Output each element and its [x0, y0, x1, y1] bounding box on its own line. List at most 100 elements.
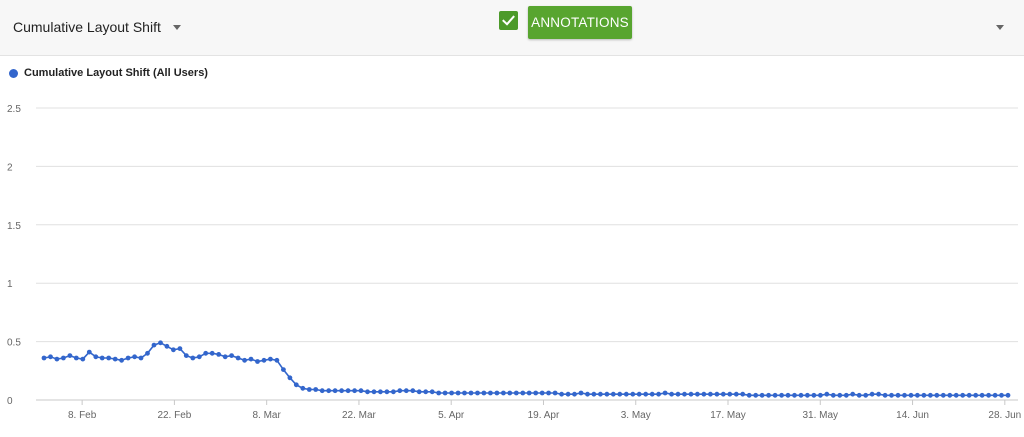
data-point — [48, 354, 53, 360]
data-point — [449, 390, 454, 396]
data-point — [158, 340, 163, 346]
data-point — [785, 392, 791, 398]
data-point — [843, 392, 849, 398]
data-point — [235, 355, 241, 361]
data-point — [520, 390, 526, 396]
x-tick-label: 31. May — [802, 410, 838, 421]
chevron-down-icon — [172, 24, 181, 30]
data-point — [779, 392, 784, 398]
data-point — [636, 391, 642, 397]
data-point — [895, 392, 901, 398]
data-point — [468, 390, 474, 396]
data-point — [501, 390, 506, 396]
metric-select-label: Cumulative Layout Shift — [13, 19, 161, 35]
data-point — [792, 392, 797, 398]
data-point — [177, 346, 183, 351]
y-tick-label: 0.5 — [7, 338, 21, 349]
data-point — [319, 388, 325, 394]
data-point — [591, 391, 597, 397]
data-point — [876, 391, 881, 397]
x-tick-label: 5. Apr — [438, 410, 465, 421]
data-point — [488, 390, 493, 396]
data-point — [772, 392, 778, 398]
legend-label: Cumulative Layout Shift (All Users) — [24, 67, 208, 79]
data-point — [494, 390, 500, 396]
data-point — [889, 392, 894, 398]
data-point — [86, 349, 92, 355]
data-point — [125, 355, 131, 361]
data-point — [358, 388, 364, 394]
legend-dot — [9, 68, 18, 78]
x-tick-label: 17. May — [710, 410, 746, 421]
y-tick-label: 0 — [7, 396, 13, 407]
data-point — [986, 392, 991, 398]
data-point — [326, 388, 332, 394]
data-point — [1005, 392, 1011, 398]
data-point — [908, 392, 914, 398]
data-point — [216, 352, 222, 357]
y-tick-label: 2.5 — [7, 104, 21, 115]
data-point — [287, 375, 293, 381]
data-point — [106, 355, 112, 361]
data-point — [869, 391, 875, 397]
data-point — [572, 391, 577, 397]
data-point — [688, 391, 694, 397]
data-point — [209, 350, 215, 356]
data-point — [649, 391, 655, 397]
data-point — [274, 357, 280, 363]
data-point — [513, 390, 519, 396]
data-point — [902, 392, 907, 398]
data-point — [720, 391, 726, 397]
data-point — [112, 356, 118, 362]
data-point — [345, 388, 351, 394]
x-tick-label: 8. Mar — [252, 410, 281, 421]
data-point — [196, 354, 202, 360]
data-point — [565, 391, 571, 397]
data-point — [643, 391, 649, 397]
data-point — [598, 391, 603, 397]
metric-select[interactable]: Cumulative Layout Shift — [13, 17, 181, 37]
options-dropdown-icon[interactable] — [996, 25, 1004, 30]
data-point — [733, 391, 739, 397]
data-point — [306, 387, 312, 392]
data-point — [805, 392, 810, 398]
data-point — [604, 391, 610, 397]
chart-legend[interactable]: Cumulative Layout Shift (All Users) — [9, 67, 208, 79]
data-point — [41, 355, 47, 361]
data-point — [928, 392, 933, 398]
data-point — [339, 388, 344, 394]
data-point — [850, 391, 856, 397]
data-point — [378, 389, 383, 395]
data-point — [539, 390, 545, 396]
data-point — [242, 357, 248, 363]
data-point — [973, 392, 979, 398]
data-point — [255, 359, 260, 364]
data-point — [371, 389, 377, 395]
data-point — [423, 389, 429, 395]
data-point — [99, 355, 105, 361]
data-point — [365, 389, 370, 395]
data-point — [164, 343, 170, 349]
data-point — [818, 392, 823, 398]
data-point — [300, 385, 306, 391]
data-point — [222, 354, 228, 360]
annotations-button[interactable]: ANNOTATIONS — [528, 6, 632, 39]
data-point — [546, 390, 551, 396]
data-point — [934, 392, 940, 398]
data-point — [727, 391, 733, 397]
annotations-checkbox[interactable] — [499, 11, 518, 30]
x-tick-label: 3. May — [621, 410, 651, 421]
data-point — [54, 356, 60, 362]
x-tick-label: 19. Apr — [528, 410, 560, 421]
y-tick-label: 1 — [7, 279, 13, 290]
data-point — [313, 387, 319, 392]
data-point — [753, 392, 759, 398]
data-point — [746, 392, 752, 398]
data-point — [585, 391, 590, 397]
data-point — [67, 353, 73, 358]
data-point — [856, 392, 862, 398]
data-point — [93, 354, 99, 360]
data-point — [183, 353, 189, 358]
data-point — [953, 392, 959, 398]
data-point — [999, 392, 1004, 398]
